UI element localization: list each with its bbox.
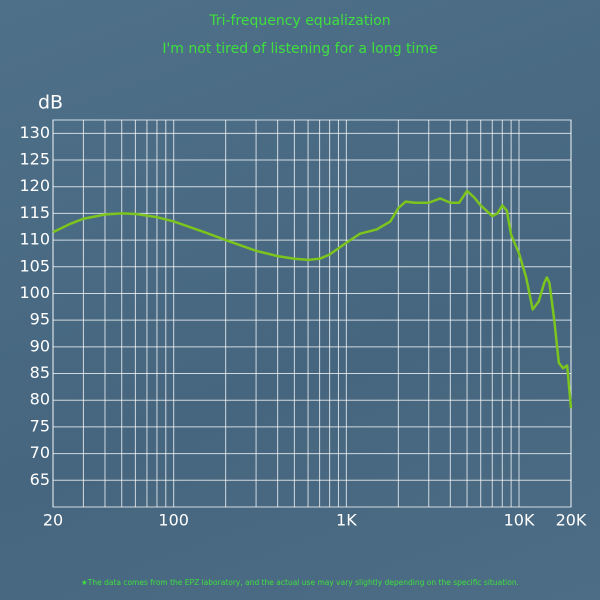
x-tick-label: 20 xyxy=(43,511,63,530)
x-tick-label: 1K xyxy=(336,511,357,530)
y-tick-label: 75 xyxy=(30,416,50,435)
footnote: ★The data comes from the EPZ laboratory,… xyxy=(81,578,519,587)
y-axis-label: dB xyxy=(38,92,63,114)
y-tick-label: 115 xyxy=(19,203,50,222)
y-tick-label: 110 xyxy=(19,230,50,249)
plot-border xyxy=(52,119,572,508)
y-tick-label: 130 xyxy=(19,123,50,142)
chart-title: Tri-frequency equalization xyxy=(208,13,390,29)
x-tick-label: 100 xyxy=(158,511,189,530)
chart-subtitle: I'm not tired of listening for a long ti… xyxy=(162,41,437,57)
y-tick-label: 125 xyxy=(19,150,50,169)
y-tick-label: 65 xyxy=(30,470,50,489)
y-tick-label: 95 xyxy=(30,310,50,329)
y-tick-label: 70 xyxy=(30,443,50,462)
y-tick-label: 120 xyxy=(19,176,50,195)
y-tick-label: 100 xyxy=(19,283,50,302)
y-tick-label: 85 xyxy=(30,363,50,382)
response-line xyxy=(52,189,573,409)
y-tick-label: 105 xyxy=(19,256,50,275)
y-tick-label: 80 xyxy=(30,390,50,409)
x-tick-label: 20K xyxy=(556,511,587,530)
y-tick-label: 90 xyxy=(30,336,50,355)
x-tick-label: 10K xyxy=(504,511,535,530)
